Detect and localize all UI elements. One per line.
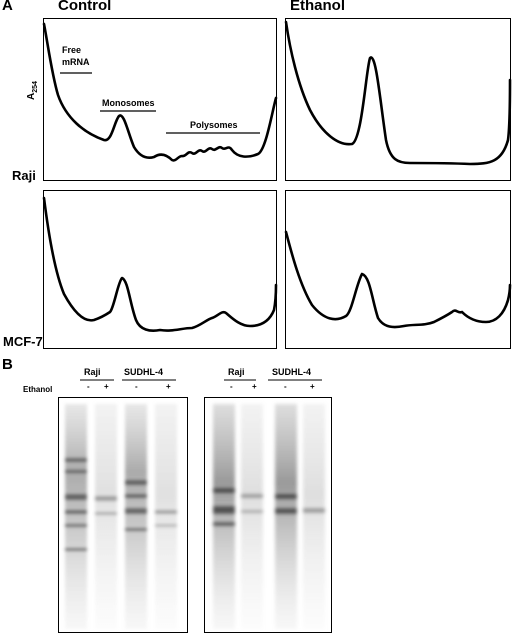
free-mrna-label-line1: Free	[62, 45, 82, 55]
gel1-cellline-raji: Raji	[84, 367, 101, 377]
gel-blot-2	[204, 397, 332, 633]
column-title-control: Control	[58, 0, 112, 14]
trace-mcf7-ethanol	[284, 230, 512, 329]
gel2-lane3-sign: -	[284, 382, 287, 391]
gel2-lane4-sign: +	[310, 382, 315, 391]
column-title-ethanol: Ethanol	[290, 0, 345, 14]
ethanol-treatment-label: Ethanol	[23, 385, 53, 394]
gel-blot-2-bands	[213, 404, 325, 629]
gel1-lane3-sign: -	[135, 382, 138, 391]
trace-mcf7-control	[42, 196, 278, 332]
gel2-cellline-raji: Raji	[228, 367, 245, 377]
free-mrna-label-line2: mRNA	[62, 57, 90, 67]
monosomes-label: Monosomes	[102, 98, 155, 108]
gel-blot-1	[58, 397, 188, 633]
row-label-mcf7: MCF-7	[3, 334, 43, 349]
gel1-lane4-sign: +	[166, 382, 171, 391]
trace-raji-control	[42, 22, 278, 162]
gel1-lane2-sign: +	[104, 382, 109, 391]
gel1-lane1-sign: -	[87, 382, 90, 391]
profile-raji-ethanol	[285, 18, 511, 181]
panel-b-letter: B	[2, 356, 13, 373]
gel2-lane1-sign: -	[230, 382, 233, 391]
gel-blot-1-bands	[65, 404, 177, 629]
gel2-lane2-sign: +	[252, 382, 257, 391]
row-label-raji: Raji	[12, 168, 36, 183]
gel1-cellline-sudhl4: SUDHL-4	[124, 367, 164, 377]
trace-raji-ethanol	[284, 20, 512, 166]
panel-a-letter: A	[2, 0, 13, 14]
profile-mcf7-ethanol	[285, 190, 511, 349]
gel2-cellline-sudhl4: SUDHL-4	[272, 367, 312, 377]
polysomes-label: Polysomes	[190, 120, 238, 130]
